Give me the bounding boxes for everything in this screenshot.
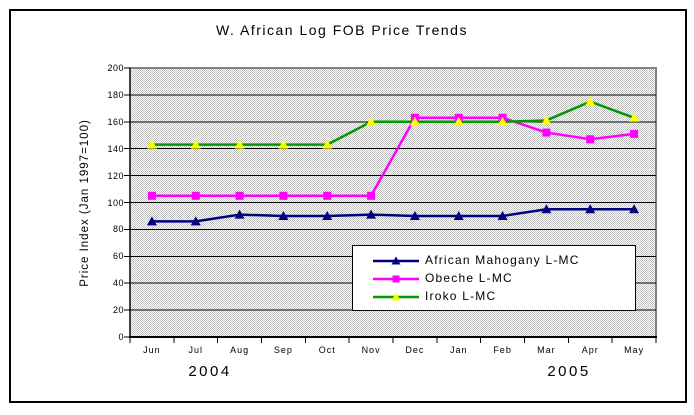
y-axis-tick-label: 40: [112, 278, 124, 289]
legend-marker-obeche-icon: [373, 272, 419, 284]
x-axis-month-label: Jun: [143, 345, 161, 355]
x-axis-month-label: Apr: [581, 345, 599, 355]
y-axis-tick-label: 0: [118, 332, 124, 342]
legend-item-iroko: Iroko L-MC: [373, 289, 635, 303]
y-axis-tick-label: 20: [112, 305, 124, 316]
x-axis-month-label: Feb: [493, 345, 512, 355]
x-axis-month-label: Jul: [188, 345, 203, 355]
y-axis-tick-label: 180: [107, 89, 124, 100]
x-axis-year-label-2004: 2004: [188, 363, 232, 380]
x-axis-year-label-2005: 2005: [547, 363, 591, 380]
y-axis-tick-label: 60: [112, 251, 124, 262]
y-axis-tick-label: 100: [107, 197, 124, 208]
y-axis-tick-label: 120: [107, 170, 124, 181]
legend-label-african-mahogany: African Mahogany L-MC: [425, 253, 580, 267]
x-axis-month-label: Oct: [318, 345, 336, 355]
legend-label-iroko: Iroko L-MC: [425, 289, 497, 303]
y-axis-tick-label: 200: [107, 63, 124, 73]
x-axis-month-label: Dec: [405, 345, 425, 355]
x-axis-month-label: Jan: [449, 345, 468, 355]
legend-item-obeche: Obeche L-MC: [373, 271, 635, 285]
y-axis-tick-label: 80: [112, 224, 124, 235]
chart-title: W. African Log FOB Price Trends: [216, 22, 468, 38]
x-axis-month-label: Sep: [273, 345, 293, 355]
legend-item-african-mahogany: African Mahogany L-MC: [373, 253, 635, 267]
y-axis-tick-label: 160: [107, 116, 124, 127]
legend-box: African Mahogany L-MC Obeche L-MC Iroko …: [352, 245, 636, 311]
x-axis-month-label: May: [624, 345, 645, 355]
legend-marker-african-mahogany-icon: [373, 254, 419, 266]
x-axis-month-label: Aug: [230, 345, 250, 355]
legend-label-obeche: Obeche L-MC: [425, 271, 513, 285]
x-axis-month-label: Nov: [361, 345, 381, 355]
x-axis-month-label: Mar: [537, 345, 556, 355]
legend-marker-iroko-icon: [373, 290, 419, 302]
y-axis-tick-label: 140: [107, 143, 124, 154]
